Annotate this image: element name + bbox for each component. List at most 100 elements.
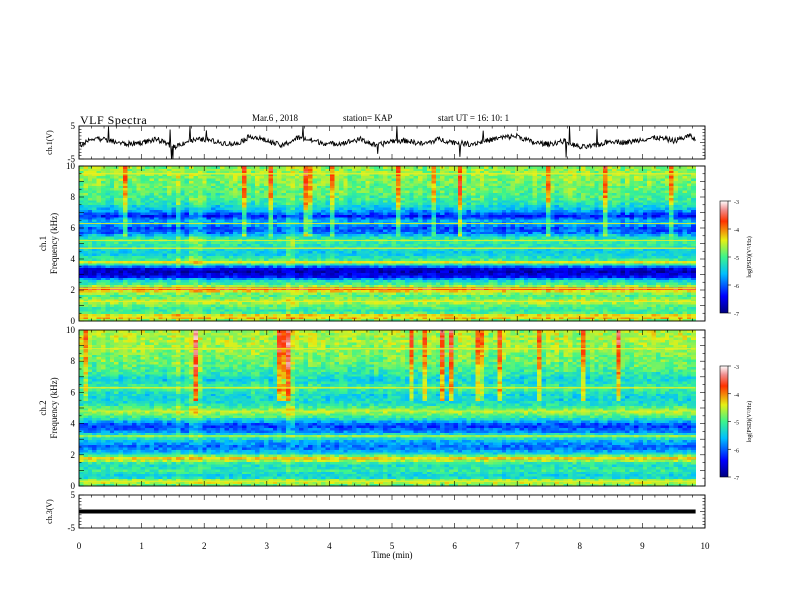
spectrogram-cell bbox=[140, 282, 146, 286]
spectrogram-cell bbox=[131, 265, 137, 269]
spectrogram-cell bbox=[101, 284, 106, 288]
spectrogram-cell bbox=[219, 224, 225, 227]
spectrogram-cell bbox=[123, 313, 128, 317]
spectrogram-cell bbox=[211, 318, 216, 322]
spectrogram-cell bbox=[404, 175, 410, 179]
spectrogram-cell bbox=[303, 291, 309, 295]
spectrogram-cell bbox=[308, 270, 313, 273]
spectrogram-cell bbox=[272, 253, 278, 257]
spectrogram-cell bbox=[123, 199, 128, 203]
spectrogram-cell bbox=[79, 318, 84, 322]
spectrogram-cell bbox=[409, 182, 415, 186]
spectrogram-cell bbox=[308, 209, 313, 213]
spectrogram-cell bbox=[136, 277, 142, 281]
spectrogram-cell bbox=[378, 185, 384, 189]
spectrogram-cell bbox=[387, 216, 393, 220]
spectrogram-cell bbox=[140, 185, 146, 189]
spectrogram-cell bbox=[387, 301, 393, 305]
spectrogram-cell bbox=[237, 248, 243, 252]
spectrogram-cell bbox=[241, 272, 247, 276]
spectrogram-cell bbox=[316, 245, 322, 249]
spectrogram-cell bbox=[316, 262, 322, 266]
spectrogram-cell bbox=[418, 180, 423, 184]
spectrogram-cell bbox=[83, 274, 89, 278]
spectrogram-cell bbox=[219, 258, 225, 261]
spectrogram-cell bbox=[171, 304, 177, 307]
spectrogram-cell bbox=[158, 192, 164, 196]
spectrogram-cell bbox=[193, 284, 199, 288]
spectrogram-cell bbox=[184, 185, 190, 189]
spectrogram-cell bbox=[290, 296, 296, 300]
spectrogram-cell bbox=[312, 291, 318, 295]
spectrogram-cell bbox=[374, 272, 379, 276]
spectrogram-cell bbox=[413, 197, 419, 201]
spectrogram-cell bbox=[409, 274, 415, 278]
spectrogram-cell bbox=[374, 199, 379, 203]
spectrogram-cell bbox=[255, 166, 260, 169]
spectrogram-cell bbox=[272, 195, 278, 198]
spectrogram-cell bbox=[153, 311, 159, 315]
spectrogram-cell bbox=[219, 253, 225, 257]
spectrogram-cell bbox=[184, 236, 190, 240]
spectrogram-cell bbox=[118, 296, 124, 300]
spectrogram-cell bbox=[118, 228, 124, 232]
spectrogram-cell bbox=[228, 318, 234, 322]
spectrogram-cell bbox=[391, 279, 397, 283]
spectrogram-cell bbox=[259, 219, 265, 223]
spectrogram-cell bbox=[92, 216, 98, 220]
spectrogram-cell bbox=[396, 187, 401, 191]
spectrogram-cell bbox=[149, 202, 155, 206]
spectrogram-cell bbox=[123, 187, 128, 191]
spectrogram-cell bbox=[369, 243, 375, 247]
spectrogram-cell bbox=[158, 231, 164, 235]
spectrogram-cell bbox=[211, 180, 216, 184]
spectrogram-cell bbox=[294, 294, 300, 298]
spectrogram-cell bbox=[255, 294, 260, 298]
spectrogram-cell bbox=[228, 250, 234, 254]
spectrogram-cell bbox=[277, 178, 282, 181]
spectrogram-cell bbox=[175, 311, 181, 315]
spectrogram-cell bbox=[400, 231, 406, 235]
spectrogram-cell bbox=[233, 182, 238, 186]
spectrogram-cell bbox=[277, 233, 282, 237]
spectrogram-cell bbox=[290, 204, 296, 208]
spectrogram-cell bbox=[114, 272, 120, 276]
spectrogram-cell bbox=[79, 173, 84, 177]
spectrogram-cell bbox=[123, 318, 128, 322]
spectrogram-cell bbox=[105, 308, 111, 312]
spectrogram-cell bbox=[175, 204, 181, 208]
spectrogram-cell bbox=[123, 284, 128, 288]
spectrogram-cell bbox=[109, 267, 115, 271]
spectrogram-cell bbox=[369, 289, 375, 293]
spectrogram-cell bbox=[330, 170, 335, 174]
spectrogram-cell bbox=[334, 233, 340, 237]
spectrogram-cell bbox=[400, 318, 406, 322]
spectrogram-ch1 bbox=[79, 166, 697, 322]
spectrogram-cell bbox=[321, 253, 327, 257]
spectrogram-cell bbox=[325, 299, 331, 303]
spectrogram-cell bbox=[418, 311, 423, 315]
spectrogram-cell bbox=[378, 166, 384, 169]
spectrogram-cell bbox=[184, 282, 190, 286]
spectrogram-cell bbox=[294, 195, 300, 198]
spectrogram-cell bbox=[211, 296, 216, 300]
spectrogram-cell bbox=[369, 214, 375, 218]
spectrogram-cell bbox=[272, 226, 278, 230]
spectrogram-cell bbox=[316, 178, 322, 181]
spectrogram-cell bbox=[83, 224, 89, 227]
spectrogram-cell bbox=[303, 224, 309, 227]
spectrogram-cell bbox=[409, 255, 415, 259]
spectrogram-cell bbox=[180, 277, 186, 281]
spectrogram-cell bbox=[83, 311, 89, 315]
spectrogram-cell bbox=[303, 185, 309, 189]
spectrogram-cell bbox=[356, 170, 362, 174]
spectrogram-cell bbox=[396, 166, 401, 169]
spectrogram-cell bbox=[118, 250, 124, 254]
spectrogram-cell bbox=[246, 180, 252, 184]
spectrogram-cell bbox=[294, 255, 300, 259]
spectrogram-cell bbox=[241, 185, 247, 189]
spectrogram-cell bbox=[347, 180, 353, 184]
spectrogram-cell bbox=[197, 204, 203, 208]
spectrogram-cell bbox=[153, 231, 159, 235]
spectrogram-cell bbox=[418, 207, 423, 210]
